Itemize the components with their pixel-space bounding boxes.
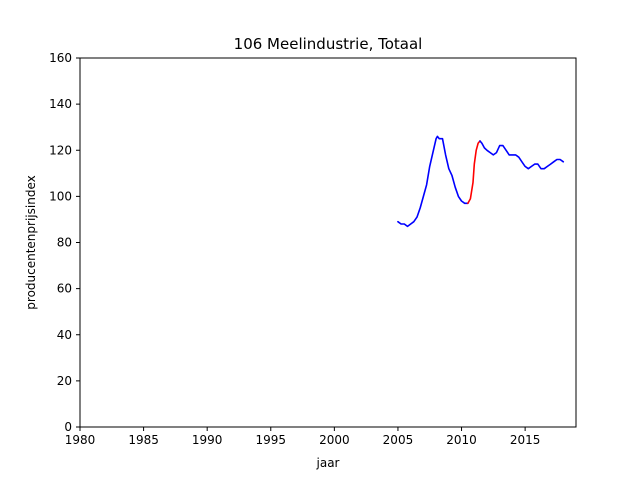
y-tick-label: 120 xyxy=(49,143,72,157)
x-tick-label: 1985 xyxy=(128,433,159,447)
chart-title: 106 Meelindustrie, Totaal xyxy=(234,35,423,53)
x-tick-label: 1980 xyxy=(65,433,96,447)
x-tick-label: 2000 xyxy=(319,433,350,447)
series-layer xyxy=(397,135,565,228)
x-tick-label: 1990 xyxy=(192,433,223,447)
y-tick-label: 60 xyxy=(57,282,72,296)
y-tick-label: 100 xyxy=(49,189,72,203)
y-tick-label: 80 xyxy=(57,236,72,250)
plot-frame xyxy=(79,57,577,428)
y-tick-label: 40 xyxy=(57,328,72,342)
y-tick-label: 0 xyxy=(64,420,72,434)
x-axis-label: jaar xyxy=(316,456,340,470)
y-tick-label: 140 xyxy=(49,97,72,111)
x-tick-label: 2005 xyxy=(383,433,414,447)
y-axis-ticks: 0 20 40 60 80 100 120 140 160 xyxy=(49,51,80,434)
x-tick-label: 2015 xyxy=(510,433,541,447)
x-tick-label: 2010 xyxy=(446,433,477,447)
y-tick-label: 160 xyxy=(49,51,72,65)
y-tick-label: 20 xyxy=(57,374,72,388)
x-tick-label: 1995 xyxy=(255,433,286,447)
y-axis-label: producentenprijsindex xyxy=(24,175,38,309)
plot-area xyxy=(80,58,576,427)
series-line-3 xyxy=(479,140,565,170)
x-axis-ticks: 1980 1985 1990 1995 2000 2005 2010 2015 xyxy=(65,427,541,447)
series-line-1 xyxy=(397,135,469,228)
series-line-2 xyxy=(467,140,481,205)
